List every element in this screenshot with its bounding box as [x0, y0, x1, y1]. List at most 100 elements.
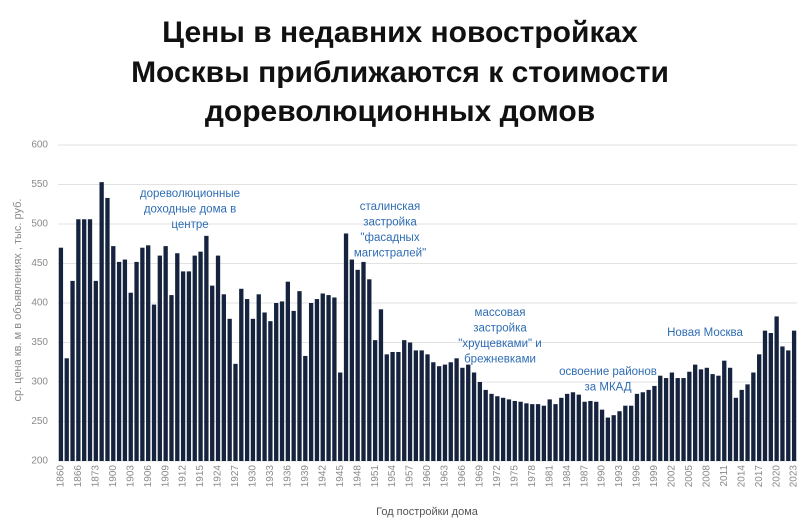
x-tick-label: 1945 [335, 465, 346, 488]
bar [169, 295, 174, 461]
x-axis-label: Год постройки дома [376, 506, 479, 518]
x-tick-label: 1924 [213, 465, 224, 488]
bar [64, 358, 69, 461]
bar [332, 297, 337, 461]
bar [582, 401, 587, 461]
bar [291, 310, 296, 461]
x-tick-label: 1942 [317, 465, 328, 488]
bar [681, 378, 686, 461]
x-tick-label: 2014 [736, 465, 747, 488]
bar [407, 342, 413, 461]
bar [367, 279, 372, 461]
chart-title: дореволюционных домов [205, 95, 595, 128]
x-tick-label: 1930 [248, 465, 259, 488]
x-tick-label: 1948 [352, 465, 363, 488]
bar [338, 372, 343, 461]
x-tick-label: 1909 [160, 465, 171, 488]
bar [343, 233, 349, 461]
x-tick-label: 1866 [73, 465, 84, 488]
bar [629, 405, 634, 461]
bar [204, 235, 209, 461]
x-tick-label: 1975 [509, 465, 520, 488]
x-tick-label: 1978 [527, 465, 538, 488]
bar [774, 316, 779, 461]
bar [244, 299, 250, 461]
bar [233, 363, 238, 461]
x-tick-label: 1996 [632, 465, 643, 488]
bar [669, 372, 675, 461]
x-tick-label: 1999 [649, 465, 660, 488]
bar [198, 251, 203, 461]
annotation: дореволюционные [140, 188, 240, 200]
bar [76, 219, 81, 461]
bar [541, 405, 547, 461]
x-tick-label: 1960 [422, 465, 433, 488]
y-tick-label: 400 [31, 298, 48, 309]
bar [128, 292, 133, 461]
bar [663, 378, 669, 461]
bar [466, 364, 471, 461]
bar [303, 355, 308, 461]
bar [710, 374, 715, 461]
bar [402, 340, 407, 461]
bar [320, 293, 325, 461]
bar [687, 371, 692, 461]
bar [279, 301, 285, 461]
bar [372, 340, 378, 461]
bar [547, 399, 552, 461]
annotation: "хрущевками" и [458, 338, 541, 350]
bar [570, 392, 576, 461]
y-tick-label: 300 [31, 377, 48, 388]
bar [512, 400, 517, 461]
bar [390, 351, 395, 461]
bar [221, 294, 226, 461]
annotation: магистралей" [354, 248, 426, 260]
annotation: "фасадных [360, 232, 419, 244]
bar [594, 401, 599, 461]
x-tick-label: 1987 [579, 465, 590, 488]
bar [361, 261, 366, 461]
annotation: брежневками [464, 354, 536, 366]
bar [599, 409, 605, 461]
bar [70, 280, 75, 461]
bar [82, 219, 87, 461]
x-tick-label: 2023 [789, 465, 800, 488]
bar [431, 362, 436, 461]
x-tick-label: 1990 [597, 465, 608, 488]
bar [180, 271, 186, 461]
bar [623, 405, 628, 461]
bar [215, 255, 221, 461]
bar [500, 397, 506, 461]
annotation: освоение районов [559, 366, 657, 378]
bar [530, 404, 535, 461]
bar [716, 375, 721, 461]
bar [111, 246, 116, 461]
bar [413, 350, 419, 461]
bar [646, 389, 651, 461]
bar [617, 411, 622, 461]
bar [349, 259, 355, 461]
bar [791, 330, 797, 461]
bar [134, 261, 139, 461]
bar [175, 253, 180, 461]
annotation: доходные дома в [144, 204, 236, 216]
y-axis-label: ср. цена кв. м в объявлениях , тыс. руб. [12, 199, 24, 402]
bar [739, 389, 744, 461]
bar [780, 346, 785, 461]
bar [268, 321, 273, 461]
x-tick-label: 1915 [195, 465, 206, 488]
y-tick-label: 250 [31, 416, 48, 427]
bar [163, 246, 168, 461]
bar [495, 396, 500, 461]
y-tick-label: 550 [31, 179, 48, 190]
bar [58, 247, 64, 461]
x-tick-label: 2020 [771, 465, 782, 488]
bar [762, 330, 768, 461]
bar [436, 366, 442, 461]
bar [460, 367, 465, 461]
bar [658, 375, 663, 461]
x-tick-label: 2017 [754, 465, 765, 488]
bar [151, 304, 157, 461]
bar [448, 362, 453, 461]
